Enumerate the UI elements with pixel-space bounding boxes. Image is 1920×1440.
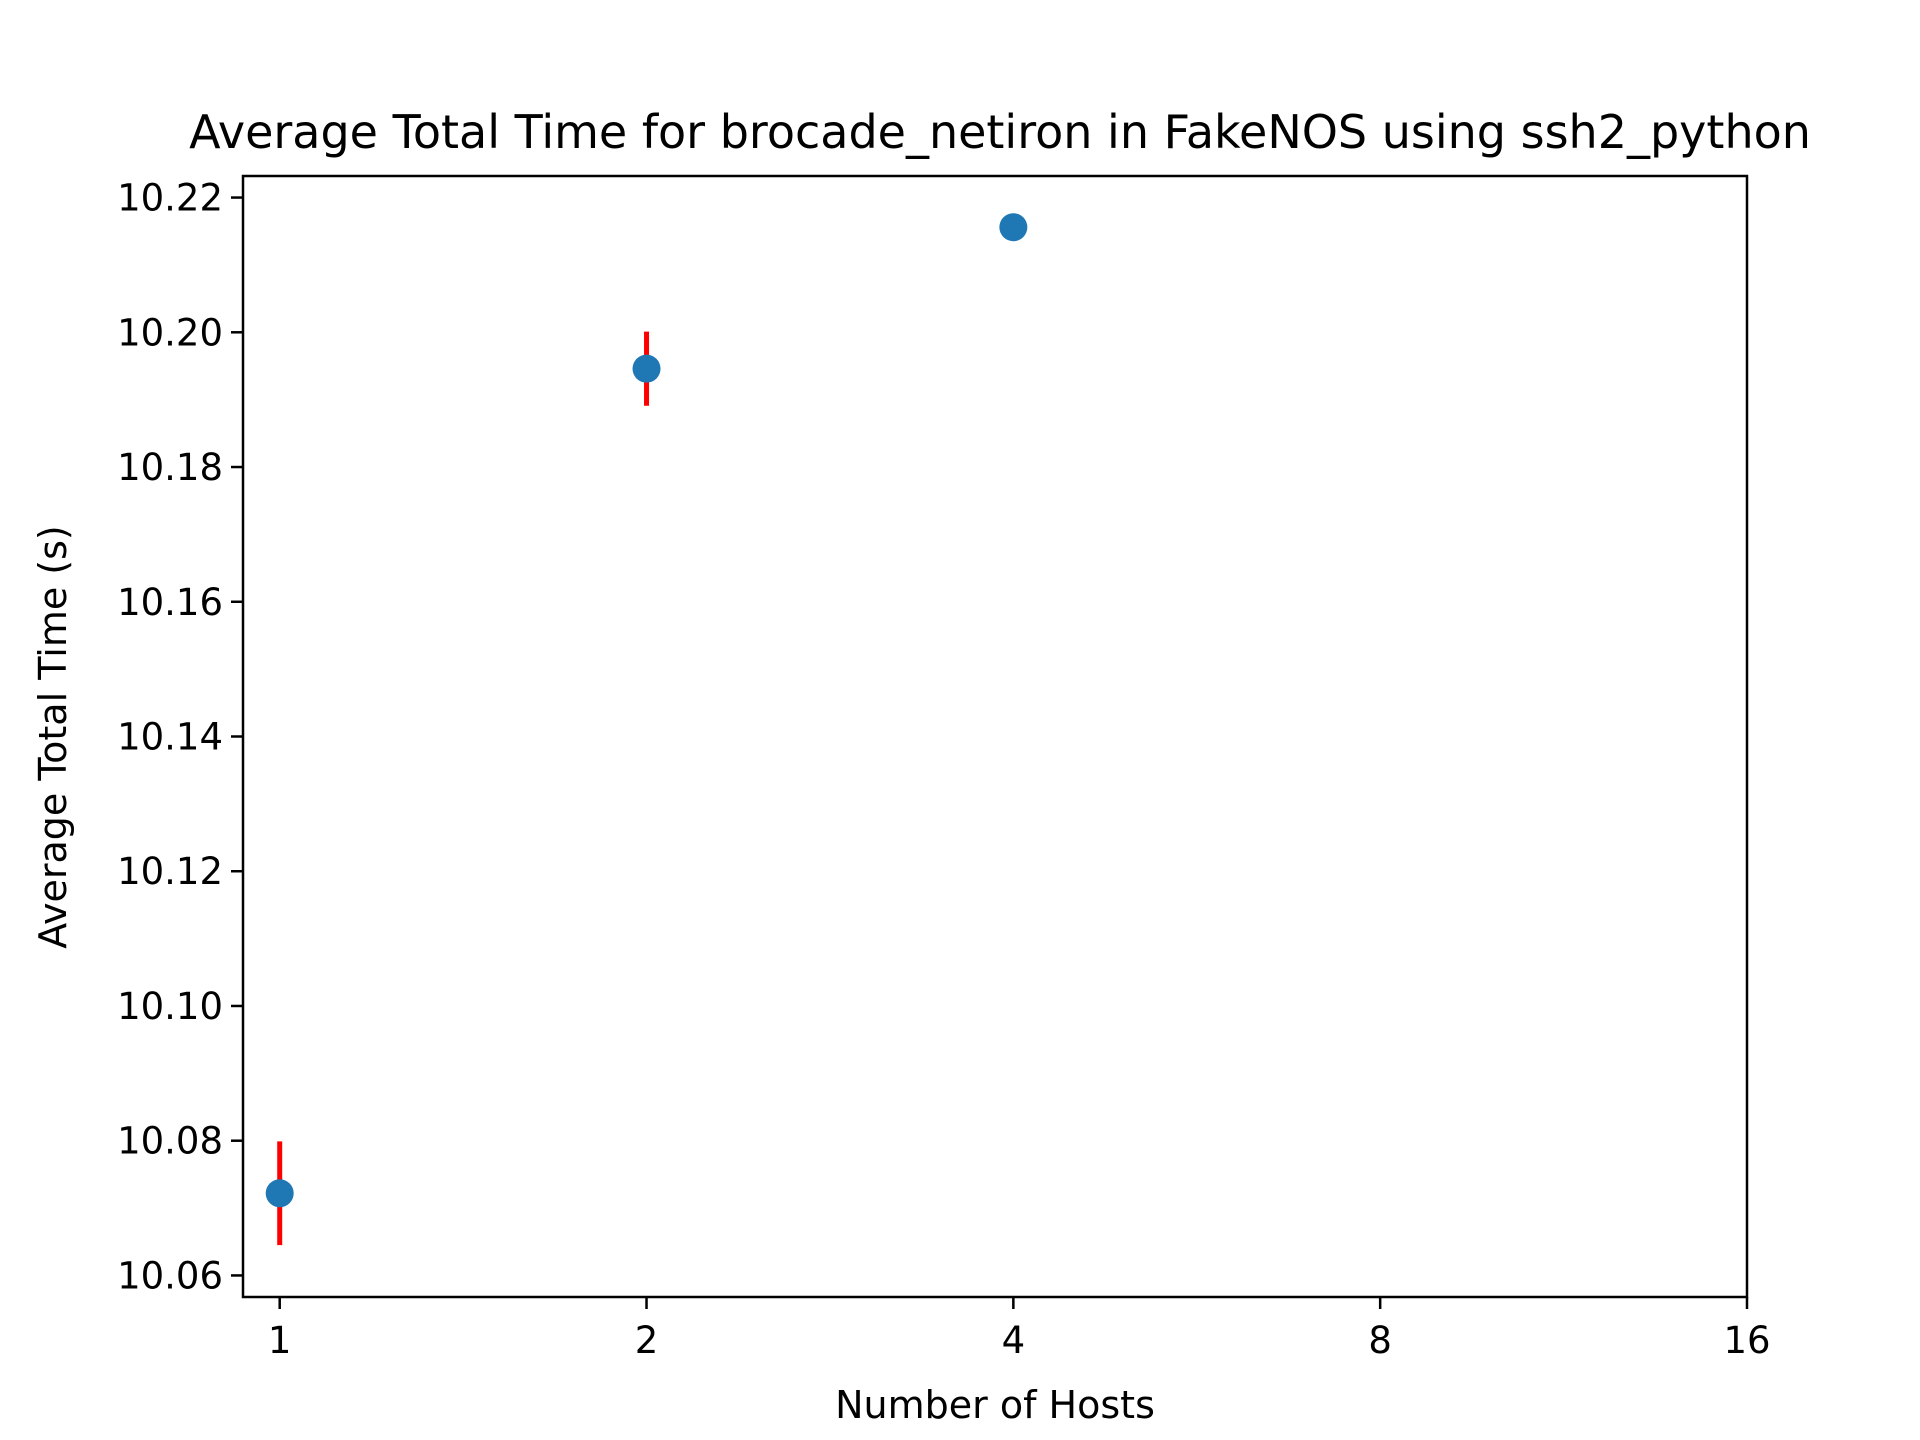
y-tick-label: 10.06 [117, 1254, 223, 1297]
x-tick-label: 4 [1002, 1319, 1026, 1362]
y-tick-label: 10.12 [117, 850, 223, 893]
data-point [999, 213, 1028, 242]
data-point [632, 354, 661, 383]
y-tick-label: 10.08 [117, 1120, 223, 1163]
x-tick-label: 16 [1723, 1319, 1770, 1362]
chart-title: Average Total Time for brocade_netiron i… [189, 105, 1811, 159]
x-tick-label: 8 [1368, 1319, 1392, 1362]
y-tick-label: 10.20 [117, 311, 223, 354]
y-tick-label: 10.22 [117, 177, 223, 220]
y-axis-label: Average Total Time (s) [31, 525, 75, 948]
plot-area [265, 213, 1028, 1246]
x-tick-label: 2 [635, 1319, 659, 1362]
x-tick-label: 1 [268, 1319, 292, 1362]
y-tick-label: 10.10 [117, 985, 223, 1028]
y-tick-label: 10.16 [117, 581, 223, 624]
data-point [265, 1179, 294, 1208]
x-axis-label: Number of Hosts [835, 1383, 1155, 1427]
y-tick-label: 10.14 [117, 716, 223, 759]
y-tick-label: 10.18 [117, 446, 223, 489]
